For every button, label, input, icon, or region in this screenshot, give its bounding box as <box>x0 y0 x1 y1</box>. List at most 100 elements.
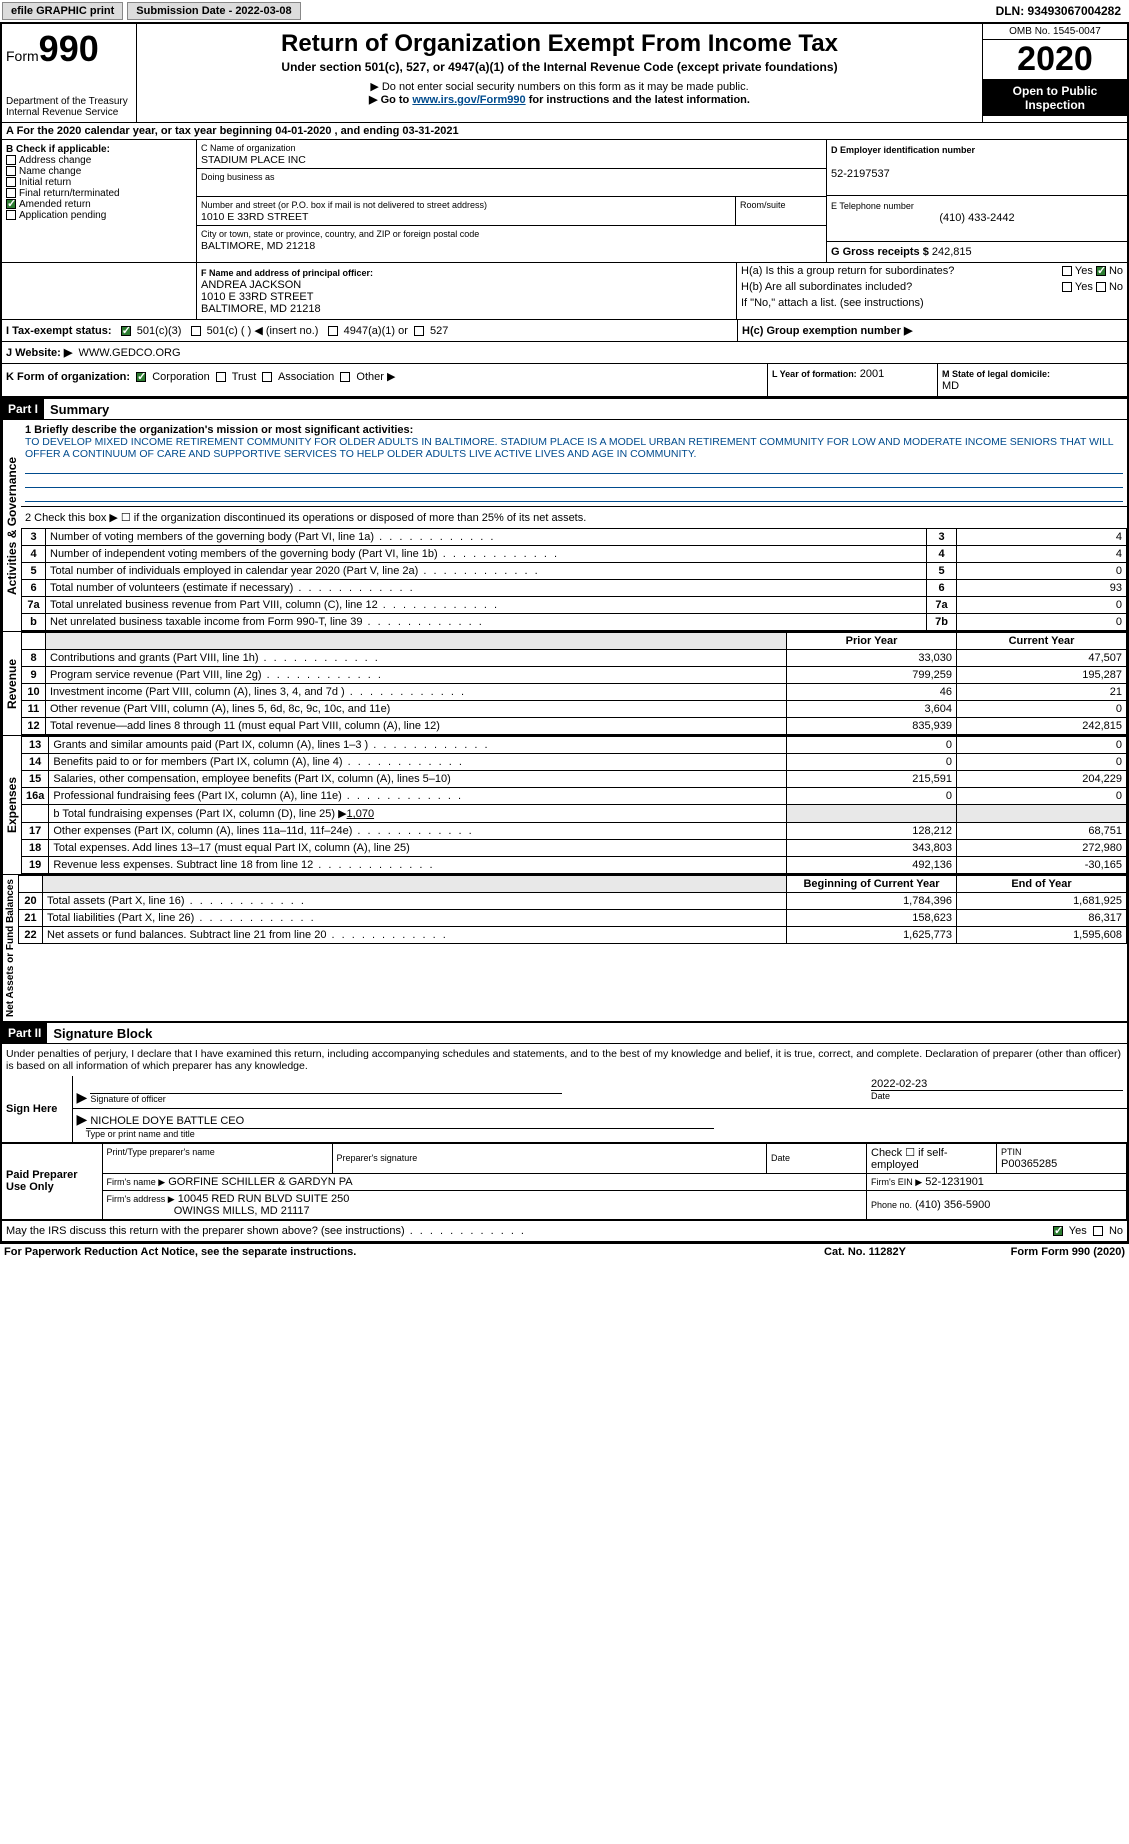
section-i: I Tax-exempt status: 501(c)(3) 501(c) ( … <box>2 319 1127 341</box>
table-row: 7aTotal unrelated business revenue from … <box>22 597 1127 614</box>
chk-initial-return[interactable] <box>6 177 16 187</box>
paid-preparer-label: Paid Preparer Use Only <box>2 1143 102 1220</box>
addr-label: Number and street (or P.O. box if mail i… <box>201 200 487 210</box>
part-i-badge: Part I <box>2 399 44 419</box>
ha-no: No <box>1109 265 1123 277</box>
chk-assoc[interactable] <box>262 372 272 382</box>
h-c-label: H(c) Group exemption number ▶ <box>742 325 912 337</box>
chk-other[interactable] <box>340 372 350 382</box>
exp2-r2-c: -30,165 <box>957 857 1127 874</box>
dln-label: DLN: 93493067004282 <box>990 2 1127 20</box>
period-begin: 04-01-2020 <box>275 125 331 137</box>
chk-501c3[interactable] <box>121 326 131 336</box>
na-r0-p: 1,784,396 <box>787 893 957 910</box>
opt-amended: Amended return <box>19 199 91 210</box>
dba-label: Doing business as <box>201 172 275 182</box>
firm-phone: (410) 356-5900 <box>915 1199 990 1211</box>
exp2-r1-text: Total expenses. Add lines 13–17 (must eq… <box>49 840 787 857</box>
chk-application-pending[interactable] <box>6 210 16 220</box>
hb-no: No <box>1109 281 1123 293</box>
officer-name: ANDREA JACKSON <box>201 279 301 291</box>
exp-r3-c: 0 <box>957 788 1127 805</box>
officer-addr2: BALTIMORE, MD 21218 <box>201 303 321 315</box>
top-bar: efile GRAPHIC print Submission Date - 20… <box>0 0 1129 22</box>
typed-label: Type or print name and title <box>86 1128 714 1139</box>
ag-r2-text: Total number of individuals employed in … <box>46 563 927 580</box>
table-row: 16aProfessional fundraising fees (Part I… <box>22 788 1127 805</box>
ag-r1-val: 4 <box>957 546 1127 563</box>
submission-date-badge: Submission Date - 2022-03-08 <box>127 2 300 20</box>
year-formation-label: L Year of formation: <box>772 369 857 379</box>
line16b-val: 1,070 <box>347 808 375 820</box>
exp-r3-p: 0 <box>787 788 957 805</box>
ein-label: D Employer identification number <box>831 145 975 155</box>
tax-year: 2020 <box>983 40 1127 80</box>
table-row: 20Total assets (Part X, line 16)1,784,39… <box>19 893 1127 910</box>
form-ref-text: Form 990 (2020) <box>1041 1246 1125 1258</box>
chk-hb-no[interactable] <box>1096 282 1106 292</box>
officer-addr1: 1010 E 33RD STREET <box>201 291 314 303</box>
chk-hb-yes[interactable] <box>1062 282 1072 292</box>
form-title: Return of Organization Exempt From Incom… <box>141 30 978 58</box>
opt-address: Address change <box>19 155 91 166</box>
chk-trust[interactable] <box>216 372 226 382</box>
line1-label: 1 Briefly describe the organization's mi… <box>25 424 413 436</box>
efile-print-button[interactable]: efile GRAPHIC print <box>2 2 123 20</box>
na-r1-text: Total liabilities (Part X, line 26) <box>43 910 787 927</box>
table-row: 4 Number of independent voting members of… <box>22 546 1127 563</box>
vlabel-ag: Activities & Governance <box>2 420 21 631</box>
table-row: 18Total expenses. Add lines 13–17 (must … <box>22 840 1127 857</box>
prep-name-label: Print/Type preparer's name <box>107 1147 215 1157</box>
table-row: 10Investment income (Part VIII, column (… <box>22 684 1127 701</box>
inspect-line2: Inspection <box>987 98 1123 112</box>
ag-r3-val: 93 <box>957 580 1127 597</box>
ssn-note: ▶ Do not enter social security numbers o… <box>141 80 978 93</box>
chk-ha-no[interactable] <box>1096 266 1106 276</box>
state-domicile-label: M State of legal domicile: <box>942 369 1050 379</box>
ag-r1-text: Number of independent voting members of … <box>46 546 927 563</box>
firm-addr-label: Firm's address ▶ <box>107 1194 175 1204</box>
pra-notice: For Paperwork Reduction Act Notice, see … <box>4 1246 765 1258</box>
website-value: WWW.GEDCO.ORG <box>78 347 180 359</box>
arrow-icon: ▶ <box>77 1111 88 1127</box>
table-row: 13Grants and similar amounts paid (Part … <box>22 737 1127 754</box>
chk-amended-return[interactable] <box>6 199 16 209</box>
part-ii-header: Part II Signature Block <box>2 1021 1127 1044</box>
ag-r3-text: Total number of volunteers (estimate if … <box>46 580 927 597</box>
irs-link[interactable]: www.irs.gov/Form990 <box>412 94 525 106</box>
h-a-label: H(a) Is this a group return for subordin… <box>741 265 1062 277</box>
form-990-num: 990 <box>39 28 99 69</box>
table-row: 11Other revenue (Part VIII, column (A), … <box>22 701 1127 718</box>
activities-governance: Activities & Governance 1 Briefly descri… <box>2 420 1127 631</box>
table-row: Prior YearCurrent Year <box>22 633 1127 650</box>
exp2-r2-text: Revenue less expenses. Subtract line 18 … <box>49 857 787 874</box>
exp-r2-c: 204,229 <box>957 771 1127 788</box>
chk-discuss-no[interactable] <box>1093 1226 1103 1236</box>
chk-501c[interactable] <box>191 326 201 336</box>
ein-value: 52-2197537 <box>831 168 890 180</box>
opt-name: Name change <box>19 166 81 177</box>
section-fh: F Name and address of principal officer:… <box>2 262 1127 319</box>
chk-ha-yes[interactable] <box>1062 266 1072 276</box>
opt-4947: 4947(a)(1) or <box>344 325 408 337</box>
line16b: b Total fundraising expenses (Part IX, c… <box>49 805 787 823</box>
rev-r2-c: 21 <box>957 684 1127 701</box>
chk-4947[interactable] <box>328 326 338 336</box>
chk-527[interactable] <box>414 326 424 336</box>
section-b: B Check if applicable: Address change Na… <box>2 140 197 262</box>
expenses-table: 13Grants and similar amounts paid (Part … <box>21 736 1127 874</box>
line16b-label: b Total fundraising expenses (Part IX, c… <box>53 808 346 820</box>
exp-r0-c: 0 <box>957 737 1127 754</box>
exp-r1-p: 0 <box>787 754 957 771</box>
form-number: Form990 <box>6 28 132 70</box>
chk-name-change[interactable] <box>6 166 16 176</box>
chk-discuss-yes[interactable] <box>1053 1226 1063 1236</box>
ptin-label: PTIN <box>1001 1147 1022 1157</box>
table-row: 5Total number of individuals employed in… <box>22 563 1127 580</box>
paid-preparer-block: Paid Preparer Use Only Print/Type prepar… <box>2 1142 1127 1220</box>
chk-corp[interactable] <box>136 372 146 382</box>
na-r0-c: 1,681,925 <box>957 893 1127 910</box>
table-row: 22Net assets or fund balances. Subtract … <box>19 927 1127 944</box>
arrow-icon: ▶ <box>77 1089 88 1105</box>
chk-address-change[interactable] <box>6 155 16 165</box>
